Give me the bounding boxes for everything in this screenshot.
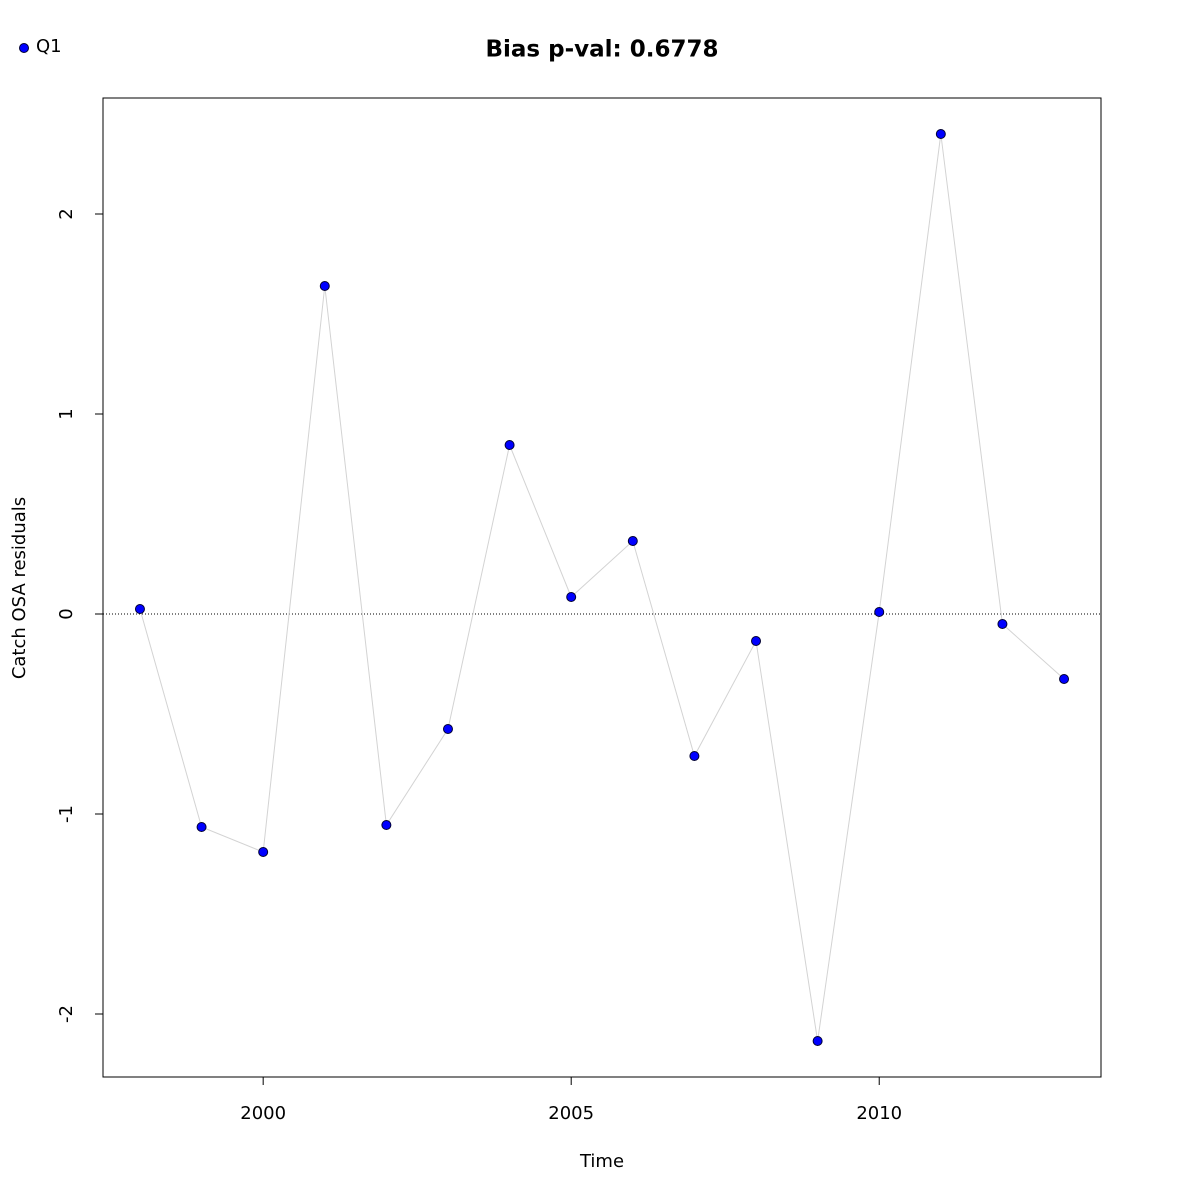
x-axis-label: Time [579, 1151, 624, 1172]
point [196, 822, 207, 832]
y-axis-label: Catch OSA residuals [9, 497, 30, 679]
series-line [139, 133, 1065, 1042]
point [442, 724, 453, 734]
y-tick-label: 1 [56, 408, 77, 419]
y-tick-label: -1 [56, 805, 77, 823]
x-tick-label: 2005 [548, 1103, 594, 1124]
x-tick-label: 2000 [240, 1103, 286, 1124]
point [751, 636, 762, 646]
chart-title: Bias p-val: 0.6778 [486, 37, 719, 63]
point [812, 1036, 823, 1046]
y-tick-label: 0 [56, 608, 77, 619]
point [627, 536, 638, 546]
point [874, 607, 885, 617]
point [689, 751, 700, 761]
legend-marker [19, 43, 29, 53]
point [997, 619, 1008, 629]
legend-label: Q1 [36, 36, 62, 57]
point [381, 820, 392, 830]
point [134, 604, 145, 614]
point [935, 129, 946, 139]
point [258, 847, 269, 857]
plot-frame [102, 97, 1102, 1078]
y-tick-label: 2 [56, 208, 77, 219]
point [319, 281, 330, 291]
point [566, 592, 577, 602]
point [1059, 674, 1070, 684]
y-tick-label: -2 [56, 1005, 77, 1023]
point [504, 440, 515, 450]
x-tick-label: 2010 [856, 1103, 902, 1124]
